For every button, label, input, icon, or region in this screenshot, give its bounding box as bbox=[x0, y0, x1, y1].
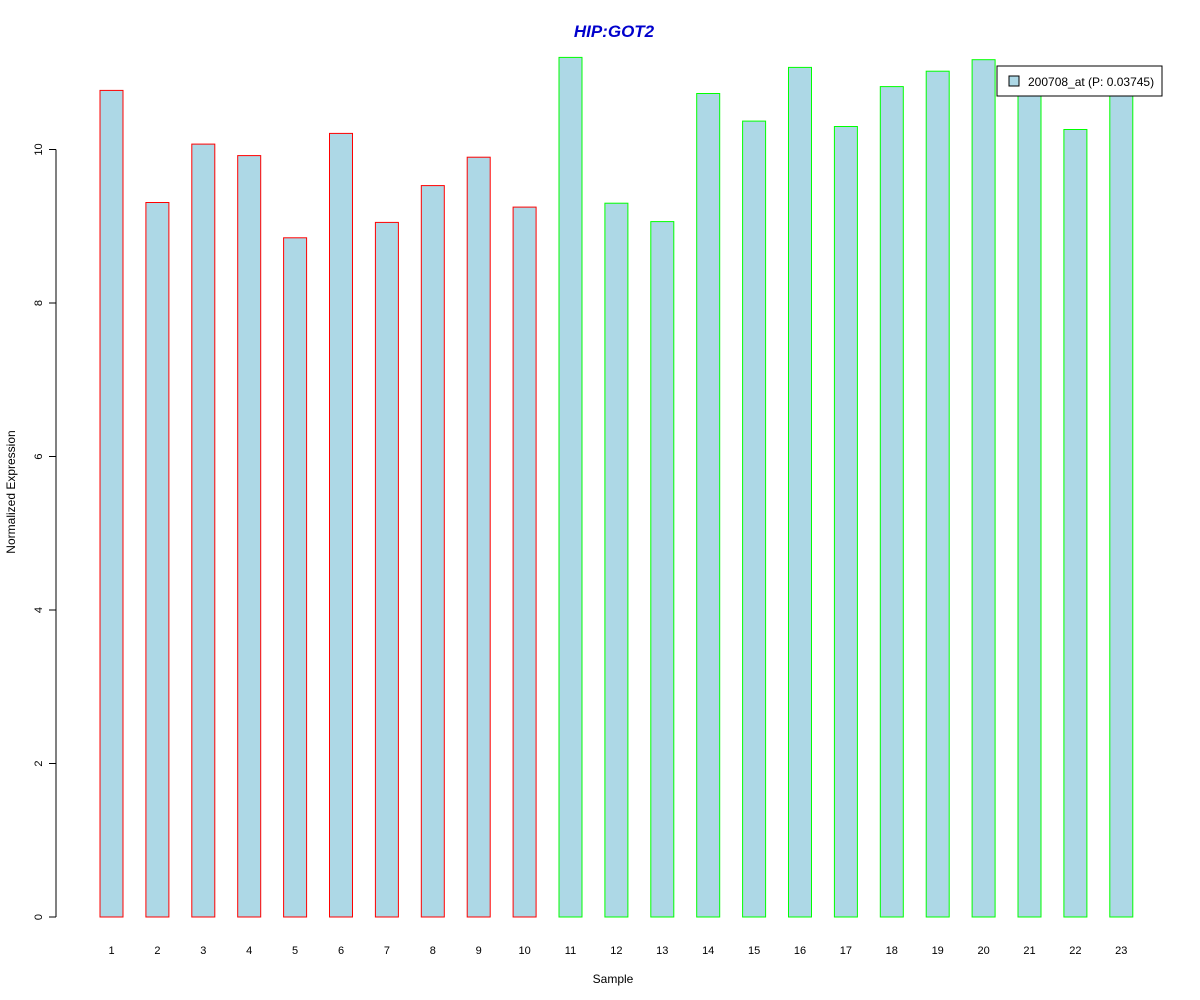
x-tick-label: 6 bbox=[338, 945, 344, 957]
x-tick-label: 16 bbox=[794, 945, 806, 957]
y-tick-label: 8 bbox=[33, 300, 45, 306]
x-tick-label: 17 bbox=[840, 945, 852, 957]
x-tick-label: 13 bbox=[656, 945, 668, 957]
x-tick-label: 15 bbox=[748, 945, 760, 957]
bar-sample-14 bbox=[696, 93, 721, 918]
x-tick-label: 7 bbox=[384, 945, 390, 957]
bar-sample-19 bbox=[925, 70, 950, 918]
legend-label: 200708_at (P: 0.03745) bbox=[1028, 75, 1154, 89]
x-tick-label: 10 bbox=[518, 945, 530, 957]
x-tick-label: 9 bbox=[476, 945, 482, 957]
bar-sample-22 bbox=[1063, 129, 1088, 918]
bar-sample-4 bbox=[237, 155, 262, 918]
bar-sample-10 bbox=[512, 206, 537, 918]
bar-sample-5 bbox=[283, 237, 308, 918]
bar-sample-16 bbox=[788, 66, 812, 918]
x-tick-label: 22 bbox=[1069, 945, 1081, 957]
x-tick-label: 4 bbox=[246, 945, 252, 957]
y-tick-label: 10 bbox=[33, 143, 45, 155]
bar-sample-17 bbox=[833, 126, 858, 918]
bar-sample-21 bbox=[1017, 93, 1042, 918]
bar-sample-6 bbox=[329, 132, 353, 918]
chart-title: HIP:GOT2 bbox=[574, 22, 655, 41]
bar-sample-1 bbox=[99, 89, 124, 918]
bar-sample-12 bbox=[604, 202, 629, 918]
legend-swatch bbox=[1008, 75, 1020, 87]
bar-sample-15 bbox=[742, 120, 767, 918]
x-tick-label: 5 bbox=[292, 945, 298, 957]
x-tick-label: 12 bbox=[610, 945, 622, 957]
y-tick-label: 6 bbox=[33, 453, 45, 459]
bar-sample-23 bbox=[1109, 89, 1134, 918]
bar-sample-2 bbox=[145, 202, 170, 918]
y-tick-label: 4 bbox=[33, 607, 45, 613]
legend: 200708_at (P: 0.03745) bbox=[996, 65, 1163, 97]
x-tick-label: 14 bbox=[702, 945, 714, 957]
y-axis-title: Normalized Expression bbox=[4, 430, 18, 553]
x-tick-label: 23 bbox=[1115, 945, 1127, 957]
bar-sample-7 bbox=[374, 221, 399, 918]
x-axis-tick-labels: 1 2 3 4 5 6 7 8 9 10 11 12 13 14 15 16 17 18 19 20 21 22 23 bbox=[108, 945, 1127, 957]
bars bbox=[99, 56, 1134, 918]
y-tick-label: 2 bbox=[33, 760, 45, 766]
x-tick-label: 3 bbox=[200, 945, 206, 957]
x-tick-label: 11 bbox=[565, 945, 576, 957]
x-tick-label: 18 bbox=[886, 945, 898, 957]
x-tick-label: 20 bbox=[977, 945, 989, 957]
legend-box bbox=[996, 65, 1163, 97]
x-tick-label: 2 bbox=[154, 945, 160, 957]
bar-sample-13 bbox=[650, 221, 675, 918]
bar-sample-18 bbox=[879, 86, 904, 918]
y-axis: 0 2 4 6 8 10 bbox=[33, 143, 57, 920]
bar-sample-11 bbox=[558, 56, 583, 918]
bar-sample-8 bbox=[420, 185, 445, 918]
x-axis-title: Sample bbox=[593, 972, 634, 986]
bar-sample-3 bbox=[191, 143, 216, 918]
bar-sample-20 bbox=[971, 59, 996, 918]
x-tick-label: 8 bbox=[430, 945, 436, 957]
y-tick-label: 0 bbox=[33, 914, 45, 920]
x-tick-label: 21 bbox=[1023, 945, 1035, 957]
x-tick-label: 1 bbox=[108, 945, 114, 957]
x-tick-label: 19 bbox=[932, 945, 944, 957]
bar-sample-9 bbox=[466, 156, 491, 918]
